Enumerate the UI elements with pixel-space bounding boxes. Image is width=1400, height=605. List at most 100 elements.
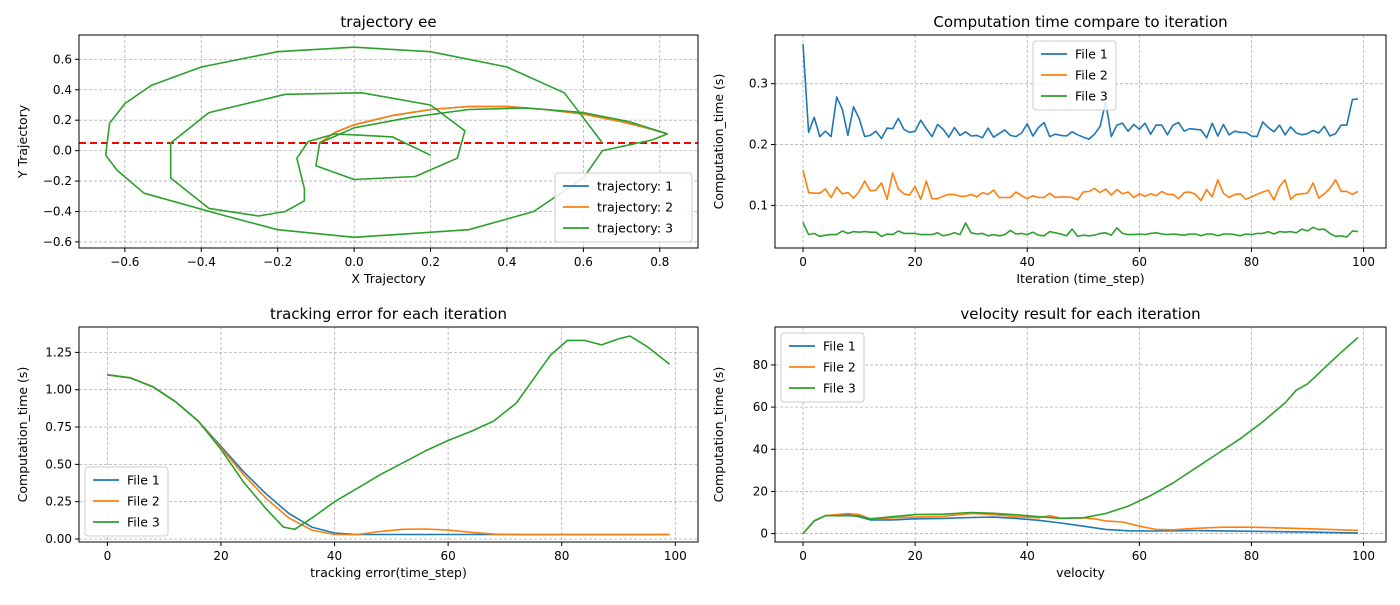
chart-panel-1: −0.6 −0.4 −0.2 0.0 0.2 0.4 0.6 0.8 −0.6 −0.4 −0.2 0… <box>15 13 699 286</box>
legend-label: File 2 <box>127 494 160 509</box>
series-group <box>79 46 698 239</box>
x-tick-label: 20 <box>907 549 922 563</box>
y-axis-label: Computation_time (s) <box>711 74 726 210</box>
y-tick-label: 0.25 <box>45 495 72 509</box>
x-tick-label: 40 <box>1020 255 1035 269</box>
legend: File 1 File 2 File 3 <box>84 466 169 537</box>
legend-label: File 2 <box>823 360 856 375</box>
x-axis-label: X Trajectory <box>351 271 426 286</box>
chart-panel-3: 0 20 40 60 80 100 0.00 0.25 0.50 0.75 1.00 1.25 trac… <box>15 305 699 580</box>
legend-label: File 1 <box>127 473 160 488</box>
legend-label: File 3 <box>823 381 856 396</box>
series-line-1 <box>107 374 670 536</box>
x-axis-label: Iteration (time_step) <box>1016 271 1144 286</box>
y-tick-label: −0.4 <box>43 204 72 218</box>
x-tick-label: 40 <box>1020 549 1035 563</box>
y-axis-label: Y Trajectory <box>15 104 30 179</box>
legend-label: trajectory: 3 <box>597 221 673 236</box>
y-tick-label: −0.6 <box>43 235 72 249</box>
x-tick-label: 0 <box>104 549 112 563</box>
plot-frame <box>78 34 699 249</box>
y-tick-label: 60 <box>753 400 768 414</box>
legend-label: File 1 <box>1075 47 1108 62</box>
chart-title: velocity result for each iteration <box>960 305 1200 323</box>
y-tick-label: 0.2 <box>749 138 768 152</box>
legend-label: trajectory: 2 <box>597 200 673 215</box>
x-tick-label: 40 <box>327 549 342 563</box>
series-line-2 <box>802 512 1359 535</box>
y-tick-label: 0.0 <box>53 144 72 158</box>
x-tick-label: 80 <box>554 549 569 563</box>
y-tick-label: 0.75 <box>45 420 72 434</box>
chart-title: trajectory ee <box>340 13 436 31</box>
x-tick-label: 0 <box>799 255 807 269</box>
x-tick-label: 100 <box>664 549 687 563</box>
y-axis-label: Computation_time (s) <box>711 367 726 503</box>
legend-label: trajectory: 1 <box>597 179 673 194</box>
chart-title: tracking error for each iteration <box>270 305 507 323</box>
series-line-2 <box>802 169 1359 202</box>
x-tick-label: 80 <box>1244 255 1259 269</box>
plot-frame <box>78 326 699 543</box>
x-tick-label: −0.4 <box>187 255 216 269</box>
legend: trajectory: 1 trajectory: 2 trajectory: 3 <box>554 172 693 243</box>
series-group <box>802 336 1359 535</box>
y-tick-label: 0.6 <box>53 52 72 66</box>
series-line-2 <box>319 105 668 144</box>
x-tick-label: 20 <box>213 549 228 563</box>
legend-label: File 1 <box>823 339 856 354</box>
legend-box <box>1032 40 1117 111</box>
y-tick-label: 0.3 <box>749 77 768 91</box>
plot-frame <box>774 326 1387 543</box>
x-axis-label: velocity <box>1056 565 1105 580</box>
y-tick-label: 40 <box>753 442 768 456</box>
series-line-1 <box>802 44 1359 140</box>
y-tick-label: 0.2 <box>53 113 72 127</box>
legend: File 1 File 2 File 3 <box>1032 40 1117 111</box>
x-tick-label: 0.4 <box>497 255 516 269</box>
y-tick-label: −0.2 <box>43 174 72 188</box>
legend-label: File 3 <box>127 515 160 530</box>
series-line-3 <box>107 335 671 531</box>
legend-box <box>554 172 693 243</box>
y-tick-label: 0.50 <box>45 457 72 471</box>
y-tick-label: 0 <box>760 527 768 541</box>
x-tick-label: 100 <box>1352 255 1375 269</box>
x-tick-label: −0.6 <box>110 255 139 269</box>
y-tick-label: 1.25 <box>45 345 72 359</box>
x-tick-label: 60 <box>1132 255 1147 269</box>
y-tick-label: 0.4 <box>53 83 72 97</box>
chart-panel-2: 0 20 40 60 80 100 0.1 0.2 0.3 Computation time co… <box>711 13 1387 286</box>
y-axis-label: Computation_time (s) <box>15 367 30 503</box>
series-line-2 <box>107 374 670 536</box>
plot-frame <box>774 34 1387 249</box>
y-tick-label: 0.00 <box>45 532 72 546</box>
legend: File 1 File 2 File 3 <box>780 332 865 403</box>
y-tick-label: 80 <box>753 358 768 372</box>
series-group <box>802 44 1359 238</box>
x-tick-label: 100 <box>1352 549 1375 563</box>
chart-panel-4: 0 20 40 60 80 100 0 20 40 60 80 velocity result for… <box>711 305 1387 580</box>
x-axis-label: tracking error(time_step) <box>310 565 467 580</box>
x-tick-label: −0.2 <box>263 255 292 269</box>
legend-box <box>780 332 865 403</box>
chart-title: Computation time compare to iteration <box>933 13 1227 31</box>
legend-label: File 3 <box>1075 89 1108 104</box>
legend-label: File 2 <box>1075 68 1108 83</box>
x-tick-label: 0.8 <box>650 255 669 269</box>
x-tick-label: 0.2 <box>421 255 440 269</box>
x-tick-label: 60 <box>440 549 455 563</box>
x-tick-label: 60 <box>1132 549 1147 563</box>
x-tick-label: 80 <box>1244 549 1259 563</box>
series-line-3 <box>802 222 1359 238</box>
x-tick-label: 0.0 <box>345 255 364 269</box>
x-tick-label: 0 <box>799 549 807 563</box>
y-tick-label: 0.1 <box>749 198 768 212</box>
x-tick-label: 20 <box>907 255 922 269</box>
series-line-3 <box>802 336 1359 535</box>
y-tick-label: 20 <box>753 484 768 498</box>
series-group <box>107 335 671 536</box>
y-tick-label: 1.00 <box>45 383 72 397</box>
